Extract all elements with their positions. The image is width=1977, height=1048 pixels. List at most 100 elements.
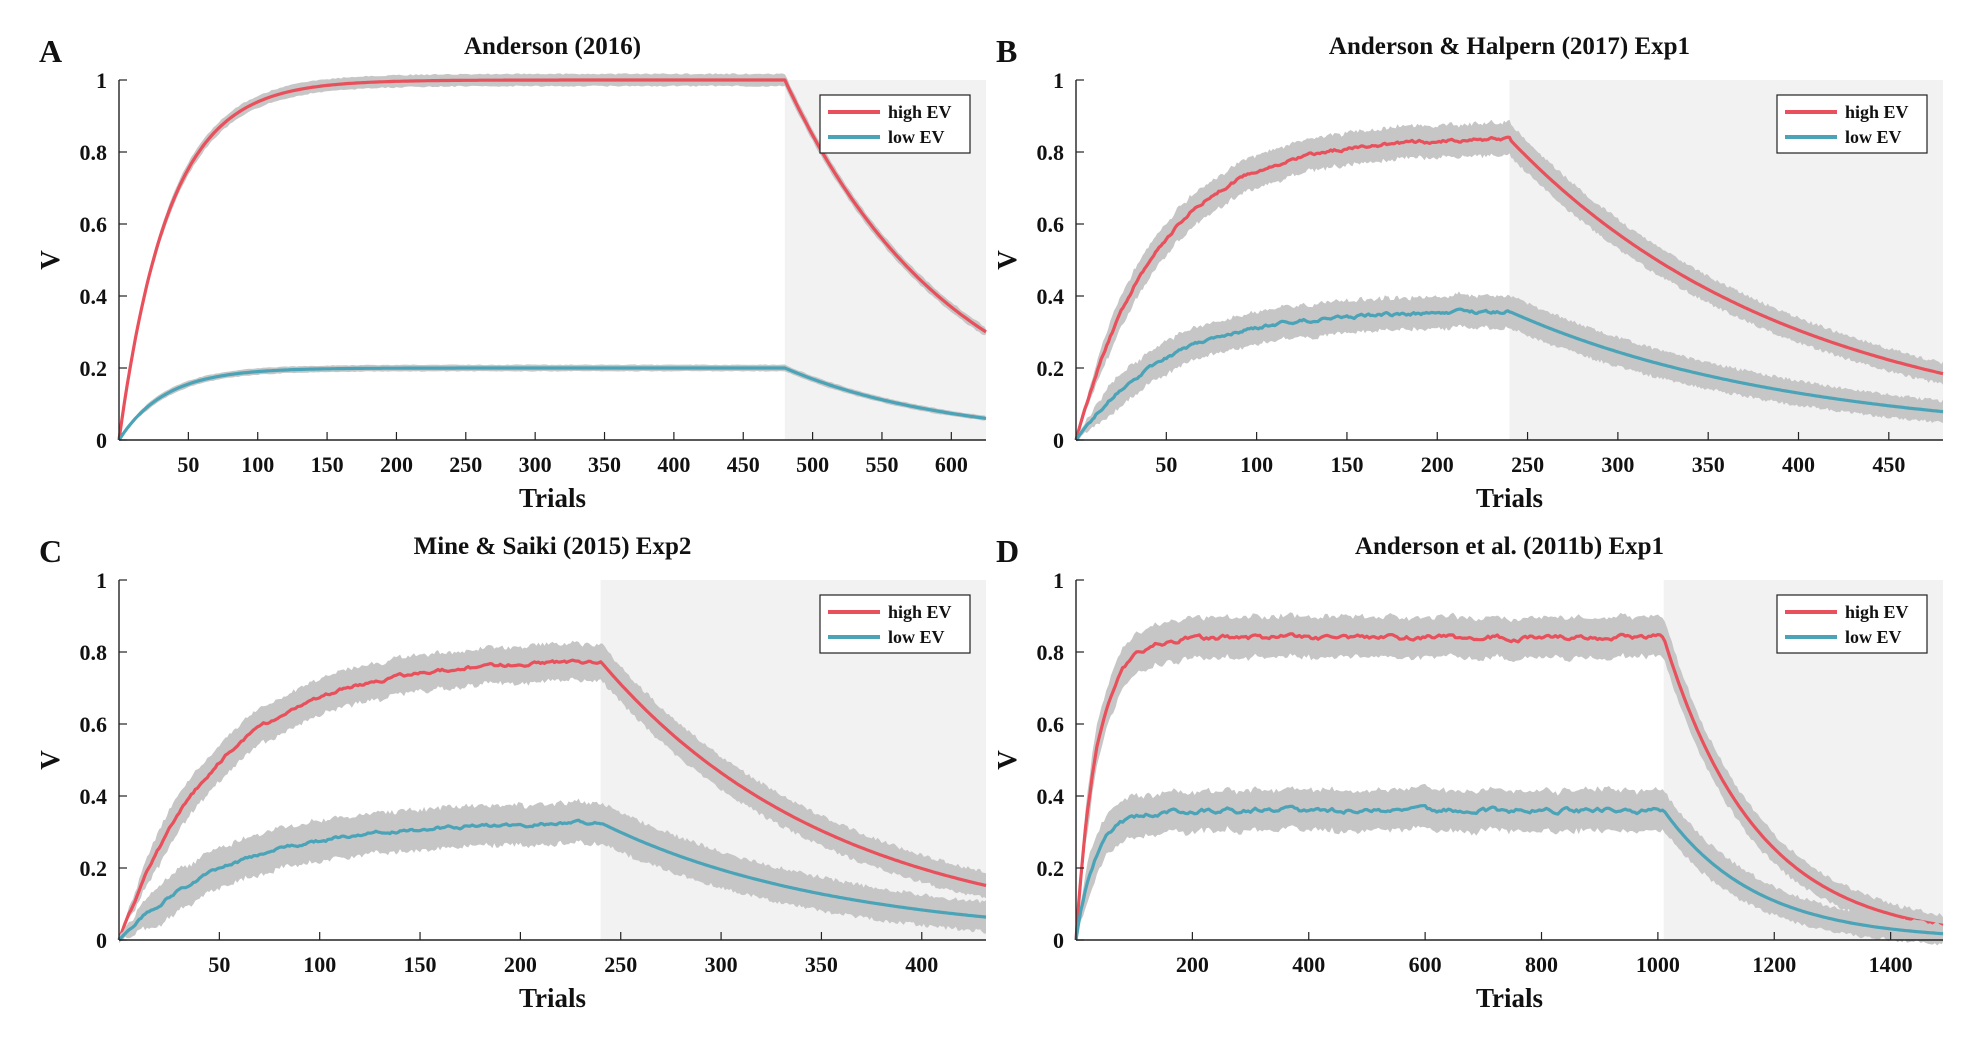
x-axis-label: Trials (1476, 483, 1543, 513)
legend-label: low EV (1845, 627, 1902, 647)
y-tick-label: 0.4 (1037, 284, 1065, 309)
y-tick-label: 0.8 (80, 640, 108, 665)
x-tick-label: 300 (1601, 452, 1634, 477)
x-tick-label: 400 (905, 952, 938, 977)
legend-label: high EV (888, 102, 952, 122)
y-axis-label: V (35, 250, 65, 270)
series-band-low-ev (119, 798, 986, 944)
panel-letter: B (996, 33, 1017, 69)
y-tick-label: 0.6 (1037, 212, 1065, 237)
legend-label: high EV (888, 602, 952, 622)
y-tick-label: 1 (96, 568, 107, 593)
x-tick-label: 150 (404, 952, 437, 977)
series-line-low-ev (117, 818, 987, 942)
y-axis-label: V (992, 250, 1022, 270)
legend-box (819, 94, 971, 154)
x-tick-label: 1200 (1752, 952, 1796, 977)
x-tick-label: 400 (1782, 452, 1815, 477)
x-axis-label: Trials (519, 983, 586, 1013)
x-axis-label: Trials (519, 483, 586, 513)
x-tick-label: 100 (1240, 452, 1273, 477)
x-tick-label: 350 (1692, 452, 1725, 477)
series-line-high-ev (117, 658, 987, 941)
legend: high EV low EV (819, 94, 971, 154)
x-tick-label: 200 (1176, 952, 1209, 977)
x-tick-label: 450 (727, 452, 760, 477)
x-tick-label: 50 (1155, 452, 1177, 477)
x-tick-label: 250 (1511, 452, 1544, 477)
x-tick-label: 150 (311, 452, 344, 477)
x-tick-label: 300 (705, 952, 738, 977)
y-tick-label: 0.6 (80, 212, 108, 237)
x-tick-label: 50 (177, 452, 199, 477)
series-line-low-ev (1074, 804, 1944, 941)
x-tick-label: 600 (1409, 952, 1442, 977)
series-line-high-ev (1074, 632, 1944, 941)
y-tick-label: 0.2 (80, 856, 108, 881)
y-tick-label: 0 (96, 928, 107, 953)
legend-box (1776, 594, 1928, 654)
series-line-high-ev (1074, 135, 1944, 441)
x-tick-label: 800 (1525, 952, 1558, 977)
y-tick-label: 0 (1053, 928, 1064, 953)
x-tick-label: 350 (805, 952, 838, 977)
panel-title: Mine & Saiki (2015) Exp2 (414, 533, 692, 560)
x-tick-label: 350 (588, 452, 621, 477)
y-tick-label: 0.4 (80, 284, 108, 309)
x-tick-label: 150 (1330, 452, 1363, 477)
panel-title: Anderson (2016) (464, 33, 641, 60)
y-tick-label: 0.2 (1037, 356, 1065, 381)
legend-label: high EV (1845, 602, 1909, 622)
legend-label: low EV (1845, 127, 1902, 147)
x-tick-label: 450 (1872, 452, 1905, 477)
y-tick-label: 1 (1053, 568, 1064, 593)
y-tick-label: 1 (1053, 68, 1064, 93)
y-tick-label: 0.6 (80, 712, 108, 737)
legend: high EV low EV (819, 594, 971, 654)
x-tick-label: 300 (519, 452, 552, 477)
y-tick-label: 0.6 (1037, 712, 1065, 737)
series-line-high-ev (117, 78, 987, 441)
x-tick-label: 500 (796, 452, 829, 477)
y-tick-label: 1 (96, 68, 107, 93)
y-tick-label: 0.2 (80, 356, 108, 381)
legend-label: low EV (888, 127, 945, 147)
y-tick-label: 0.2 (1037, 856, 1065, 881)
series-band-low-ev (1076, 783, 1943, 946)
x-tick-label: 200 (380, 452, 413, 477)
y-tick-label: 0.8 (1037, 640, 1065, 665)
y-tick-label: 0.8 (1037, 140, 1065, 165)
x-axis-label: Trials (1476, 983, 1543, 1013)
legend: high EV low EV (1776, 594, 1928, 654)
y-axis-label: V (992, 750, 1022, 770)
y-axis-label: V (35, 750, 65, 770)
legend: high EV low EV (1776, 94, 1928, 154)
x-tick-label: 50 (208, 952, 230, 977)
x-tick-label: 200 (504, 952, 537, 977)
panel-letter: C (39, 533, 62, 569)
legend-label: high EV (1845, 102, 1909, 122)
series-band-low-ev (1076, 291, 1943, 442)
panel-letter: A (39, 33, 62, 69)
x-tick-label: 200 (1421, 452, 1454, 477)
x-tick-label: 250 (604, 952, 637, 977)
series-line-low-ev (1074, 307, 1944, 441)
y-tick-label: 0 (1053, 428, 1064, 453)
x-tick-label: 100 (303, 952, 336, 977)
x-tick-label: 1400 (1869, 952, 1913, 977)
y-tick-label: 0.4 (80, 784, 108, 809)
legend-box (819, 594, 971, 654)
panel-title: Anderson & Halpern (2017) Exp1 (1329, 33, 1690, 60)
x-tick-label: 600 (935, 452, 968, 477)
x-tick-label: 1000 (1636, 952, 1680, 977)
y-tick-label: 0.4 (1037, 784, 1065, 809)
x-tick-label: 550 (865, 452, 898, 477)
x-tick-label: 400 (1292, 952, 1325, 977)
x-tick-label: 100 (241, 452, 274, 477)
y-tick-label: 0 (96, 428, 107, 453)
